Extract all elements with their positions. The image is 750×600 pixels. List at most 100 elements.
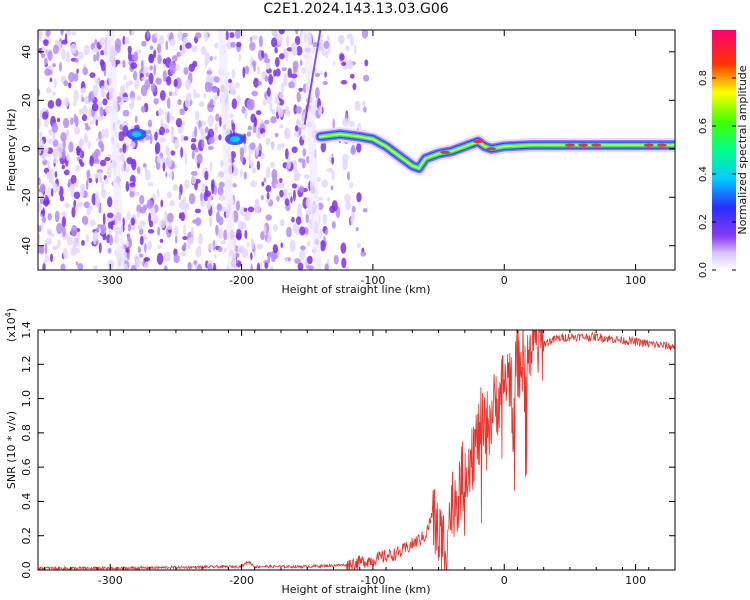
noise-speckle (76, 68, 79, 74)
noise-speckle (61, 148, 66, 160)
noise-speckle (351, 205, 356, 213)
colorbar-tick-label: 0.8 (698, 70, 709, 86)
noise-speckle (38, 89, 41, 97)
noise-speckle (296, 119, 302, 126)
signal-hotspot (643, 143, 654, 147)
noise-speckle (122, 217, 125, 227)
noise-speckle (236, 41, 242, 48)
noise-speckle (298, 158, 304, 163)
noise-speckle (150, 82, 156, 93)
noise-speckle (231, 122, 236, 132)
noise-speckle (300, 245, 306, 251)
noise-speckle (190, 226, 195, 236)
noise-speckle (204, 81, 210, 93)
snr-y-tick-label: 0.8 (20, 424, 33, 442)
noise-speckle (163, 265, 168, 270)
noise-speckle (130, 141, 136, 149)
noise-speckle (189, 236, 194, 245)
noise-speckle (54, 170, 58, 178)
snr-panel: -300 -200 -100 0 100 0.0 0.2 0.4 0.6 0.8 1.0 1.2 1.4… (4, 308, 676, 596)
noise-speckle (190, 138, 197, 143)
noise-speckle (354, 100, 361, 112)
noise-speckle (244, 229, 248, 240)
noise-speckle (232, 183, 237, 188)
noise-speckle (207, 101, 214, 113)
noise-speckle (45, 237, 53, 245)
noise-speckle (54, 210, 60, 223)
noise-speckle (46, 187, 53, 198)
noise-speckle (283, 188, 288, 197)
noise-speckle (122, 143, 127, 154)
noise-speckle (194, 110, 200, 121)
noise-speckle (80, 93, 84, 98)
snr-x-tick-label: 0 (501, 574, 508, 587)
noise-speckle (200, 192, 203, 202)
noise-speckle (255, 146, 259, 157)
noise-speckle (87, 141, 92, 150)
noise-speckle (199, 126, 204, 135)
noise-speckle (44, 199, 50, 205)
noise-speckle (94, 148, 101, 157)
noise-speckle (144, 261, 150, 269)
noise-speckle (149, 53, 154, 63)
noise-speckle (344, 193, 351, 204)
noise-speckle (38, 188, 44, 193)
noise-speckle (126, 252, 130, 261)
noise-speckle (80, 87, 86, 94)
noise-speckle (204, 126, 209, 134)
noise-speckle (66, 153, 70, 161)
spectrogram-y-tick-label: 40 (20, 45, 33, 59)
noise-speckle (213, 253, 217, 259)
noise-speckle (265, 214, 272, 221)
noise-speckle (238, 53, 242, 62)
snr-x-tick-label: -200 (229, 574, 254, 587)
noise-speckle (68, 82, 72, 89)
noise-speckle (301, 158, 306, 169)
signal-blob-core (230, 136, 241, 143)
noise-speckle (213, 185, 218, 196)
noise-speckle (324, 229, 328, 236)
noise-speckle (342, 117, 349, 127)
noise-speckle (256, 262, 261, 270)
noise-speckle (160, 199, 164, 208)
noise-speckle (187, 262, 192, 270)
noise-speckle (314, 72, 321, 78)
noise-speckle (323, 236, 326, 242)
noise-speckle (38, 148, 42, 155)
noise-speckle (276, 143, 282, 151)
noise-speckle (285, 105, 290, 114)
noise-speckle (250, 263, 253, 270)
noise-speckle (220, 240, 227, 245)
noise-speckle (66, 235, 73, 246)
noise-speckle (73, 182, 79, 188)
noise-speckle (213, 76, 220, 83)
noise-speckle (211, 87, 219, 93)
noise-speckle (185, 92, 192, 102)
noise-speckle (182, 32, 188, 38)
noise-speckle (250, 252, 253, 261)
noise-speckle (291, 146, 298, 154)
noise-speckle (70, 174, 77, 185)
noise-speckle (362, 208, 368, 213)
noise-speckle (214, 94, 219, 101)
noise-speckle (162, 162, 166, 172)
noise-speckle (182, 236, 188, 241)
noise-speckle (296, 91, 301, 103)
noise-speckle (198, 101, 205, 107)
noise-speckle (279, 189, 284, 198)
noise-speckle (82, 104, 88, 116)
noise-speckle (337, 34, 345, 44)
noise-speckle (147, 240, 153, 250)
noise-speckle (123, 74, 127, 80)
noise-speckle (177, 99, 182, 106)
noise-speckle (320, 70, 323, 76)
noise-speckle (356, 192, 362, 203)
noise-speckle (307, 255, 313, 265)
snr-x-tick-label: -100 (360, 574, 385, 587)
noise-speckle (287, 192, 293, 198)
noise-speckle (288, 81, 295, 89)
noise-speckle (271, 108, 276, 115)
noise-speckle (246, 131, 252, 137)
noise-speckle (102, 213, 106, 225)
noise-speckle (249, 36, 253, 42)
